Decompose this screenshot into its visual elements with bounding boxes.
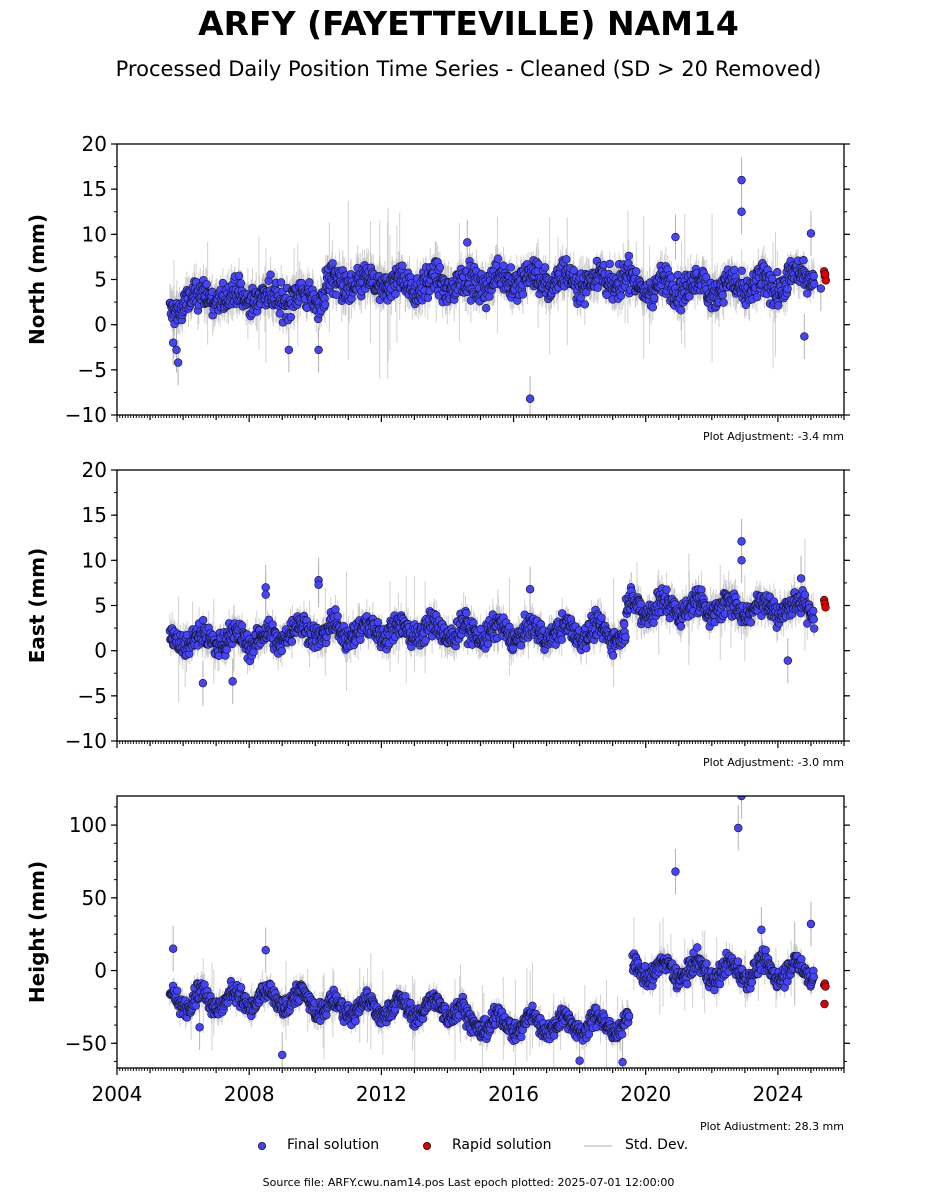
final-point <box>236 279 246 288</box>
final-point <box>333 612 342 621</box>
final-points-east <box>165 537 819 688</box>
chart-subtitle: Processed Daily Position Time Series - C… <box>115 57 822 81</box>
y-tick-label: 20 <box>82 132 107 156</box>
final-point <box>286 312 296 322</box>
final-point <box>320 300 330 309</box>
final-point-outlier <box>737 175 746 185</box>
final-point <box>562 255 571 264</box>
y-axis-label-north: North (mm) <box>25 214 49 345</box>
final-point <box>632 267 641 276</box>
final-point <box>799 256 808 265</box>
final-point <box>774 301 783 310</box>
final-point <box>569 266 578 275</box>
final-point <box>499 261 508 270</box>
final-point <box>752 293 762 302</box>
final-point <box>332 290 341 299</box>
final-point <box>737 266 746 275</box>
final-points-north <box>165 175 826 403</box>
final-point <box>202 280 211 289</box>
final-point <box>685 292 694 301</box>
x-axis-north <box>116 415 845 422</box>
final-point <box>356 635 365 644</box>
rapid-points-north <box>819 267 831 285</box>
final-point <box>518 290 528 299</box>
final-point <box>328 259 337 268</box>
final-point <box>287 637 297 646</box>
final-point <box>493 254 503 263</box>
final-point <box>580 300 590 309</box>
final-point <box>810 279 819 289</box>
final-point <box>676 306 686 315</box>
final-point <box>648 303 658 312</box>
final-point <box>783 284 792 294</box>
final-point <box>593 283 602 292</box>
final-point <box>809 271 818 281</box>
final-point <box>222 645 231 654</box>
y-tick-label: −10 <box>65 403 107 427</box>
final-point-outlier <box>463 238 472 247</box>
rapid-point <box>820 269 830 279</box>
final-point <box>718 290 727 300</box>
final-point-outlier <box>172 345 181 355</box>
y-tick-label: 0 <box>94 313 107 337</box>
y-tick-label: 15 <box>82 177 107 201</box>
plot-adjustment-north: Plot Adjustment: -3.4 mm <box>703 430 844 443</box>
final-point <box>391 289 400 299</box>
final-point-outlier <box>284 345 294 355</box>
data-points-north <box>165 157 831 415</box>
final-point-outlier <box>800 332 809 341</box>
final-point-outlier <box>314 345 323 355</box>
final-point <box>540 263 550 272</box>
final-point <box>398 261 407 270</box>
final-point <box>234 271 244 280</box>
final-point-outlier <box>168 338 178 347</box>
final-point-outlier <box>737 207 746 216</box>
final-point <box>305 278 314 287</box>
final-point <box>482 304 491 313</box>
final-point <box>218 278 228 288</box>
y-tick-label: 5 <box>94 268 107 292</box>
y-tick-label: 10 <box>82 222 107 246</box>
final-point <box>276 278 286 287</box>
final-point <box>701 272 711 282</box>
chart-title: ARFY (FAYETTEVILLE) NAM14 <box>198 4 739 43</box>
data-points-east <box>165 518 830 706</box>
final-point <box>719 298 728 307</box>
final-point <box>576 293 585 303</box>
chart-canvas: 20 15 10 5 0 −10 −5 North (mm) Plot Adjustment: … <box>25 132 850 1130</box>
final-point-outlier <box>806 229 816 238</box>
final-point <box>616 291 626 300</box>
y-tick-label: −5 <box>78 358 107 382</box>
final-point <box>266 270 275 279</box>
final-point <box>768 274 777 283</box>
final-point <box>277 646 287 656</box>
final-point <box>624 251 633 261</box>
final-point <box>773 268 782 277</box>
y-axis-north: 20 15 10 5 0 −10 −5 <box>65 132 850 427</box>
final-point <box>199 615 208 625</box>
final-point-outlier <box>173 358 183 367</box>
final-point-outlier <box>525 394 535 403</box>
final-point <box>275 309 284 318</box>
final-point <box>237 621 247 630</box>
final-point <box>602 290 611 300</box>
final-point-outlier <box>816 284 826 293</box>
final-point <box>650 293 659 303</box>
final-point <box>730 265 739 275</box>
final-point <box>506 263 516 272</box>
final-point <box>605 259 615 269</box>
final-point <box>435 263 445 272</box>
final-point-outlier <box>671 232 680 242</box>
panel-north: 20 15 10 5 0 −10 −5 North (mm) Plot Adjustment: … <box>25 132 850 443</box>
